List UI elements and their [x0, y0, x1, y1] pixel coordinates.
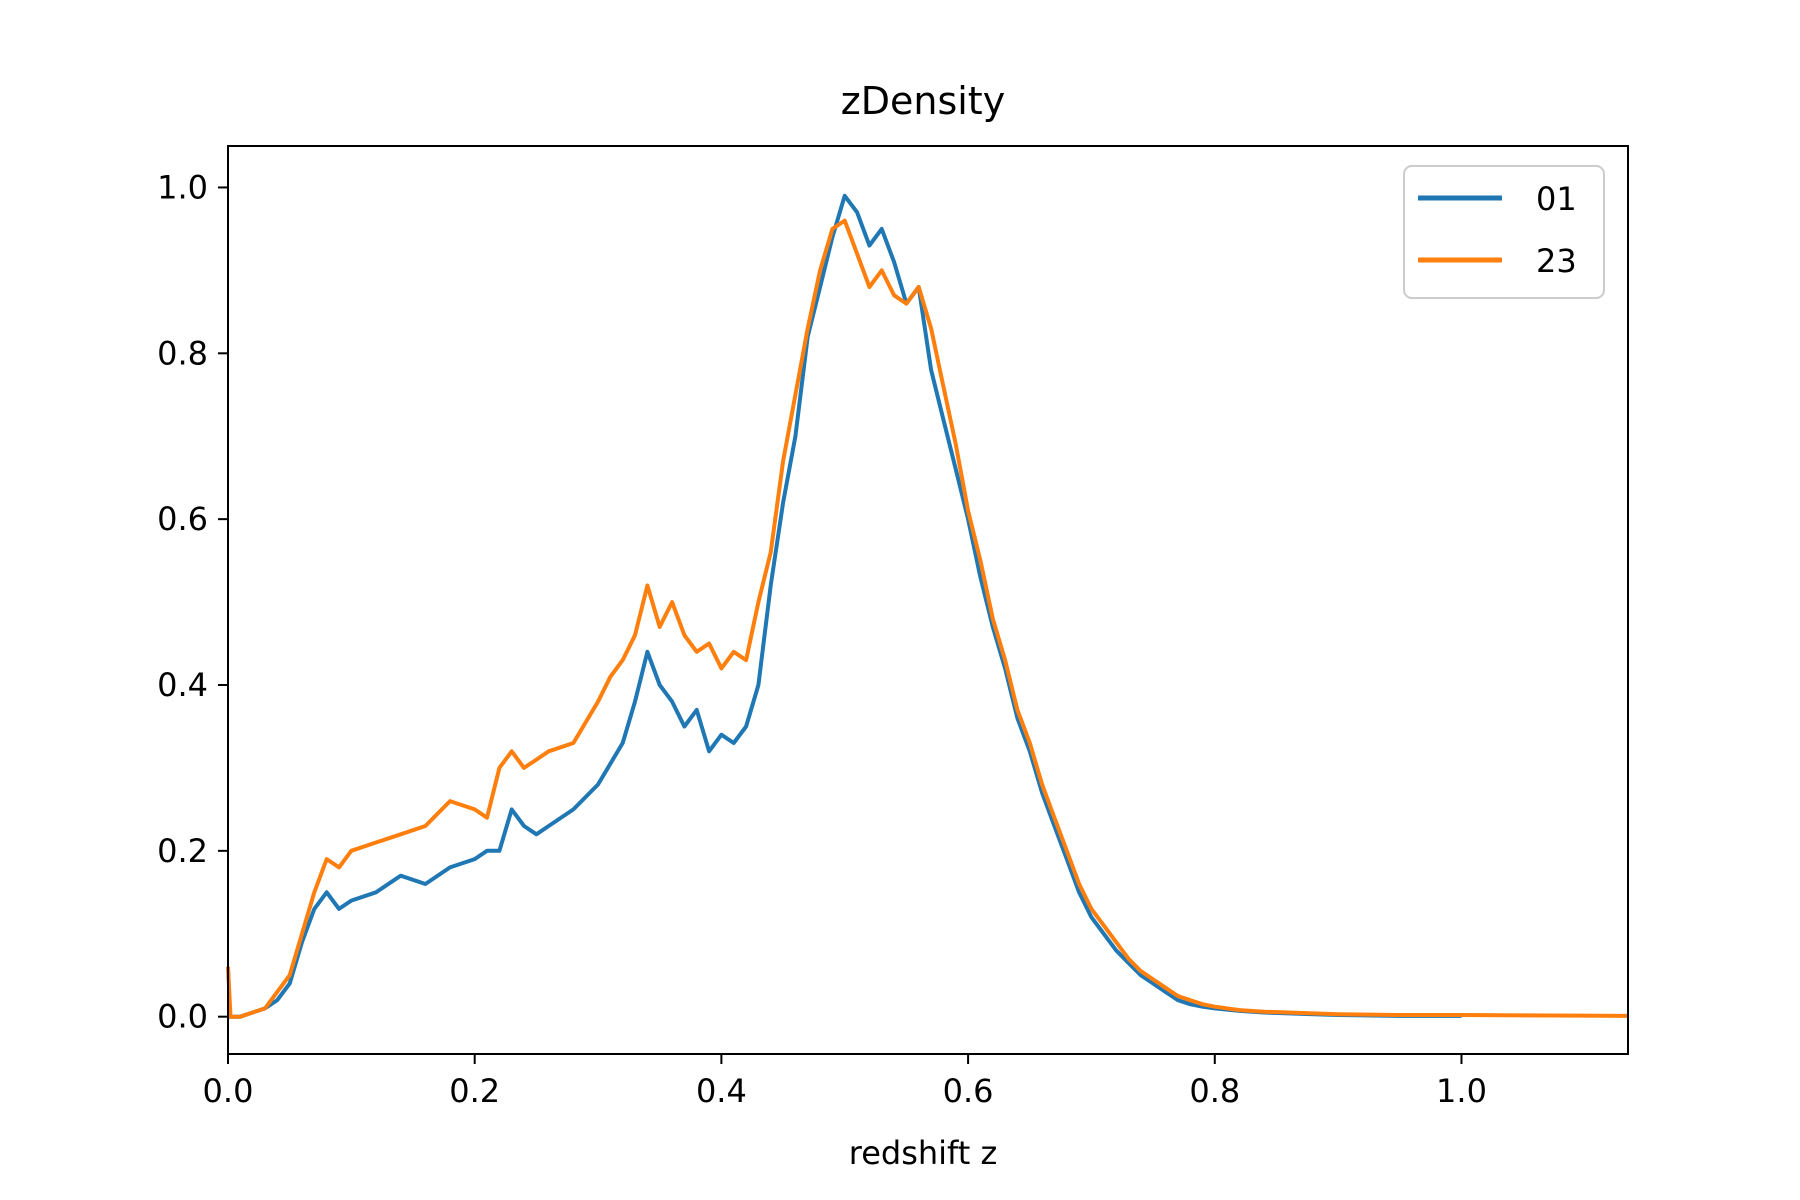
chart-title: zDensity — [841, 79, 1005, 123]
series-line-01 — [228, 193, 1462, 1019]
legend: 01 23 — [1403, 165, 1605, 299]
y-tick-label: 0.2 — [157, 832, 208, 870]
x-tick-label: 0.0 — [203, 1072, 254, 1110]
x-tick-label: 0.8 — [1189, 1072, 1240, 1110]
y-tick-label: 0.8 — [157, 334, 208, 372]
legend-label-23: 23 — [1536, 242, 1577, 280]
y-tick-label: 0.4 — [157, 666, 208, 704]
x-axis-label: redshift z — [849, 1134, 998, 1172]
series-line-23 — [226, 218, 1629, 1019]
series-layer — [226, 193, 1629, 1019]
legend-label-01: 01 — [1536, 180, 1577, 218]
x-tick-label: 0.4 — [696, 1072, 747, 1110]
x-tick-label: 0.2 — [449, 1072, 500, 1110]
y-tick-label: 0.6 — [157, 500, 208, 538]
y-tick-label: 1.0 — [157, 168, 208, 206]
x-tick-label: 0.6 — [943, 1072, 994, 1110]
y-tick-label: 0.0 — [157, 998, 208, 1036]
plot-area — [228, 146, 1628, 1054]
x-tick-label: 1.0 — [1436, 1072, 1487, 1110]
x-axis: 0.0 0.2 0.4 0.6 0.8 1.0 — [203, 1054, 1487, 1110]
plot-frame — [227, 145, 1629, 1055]
y-axis: 0.0 0.2 0.4 0.6 0.8 1.0 — [157, 168, 228, 1036]
